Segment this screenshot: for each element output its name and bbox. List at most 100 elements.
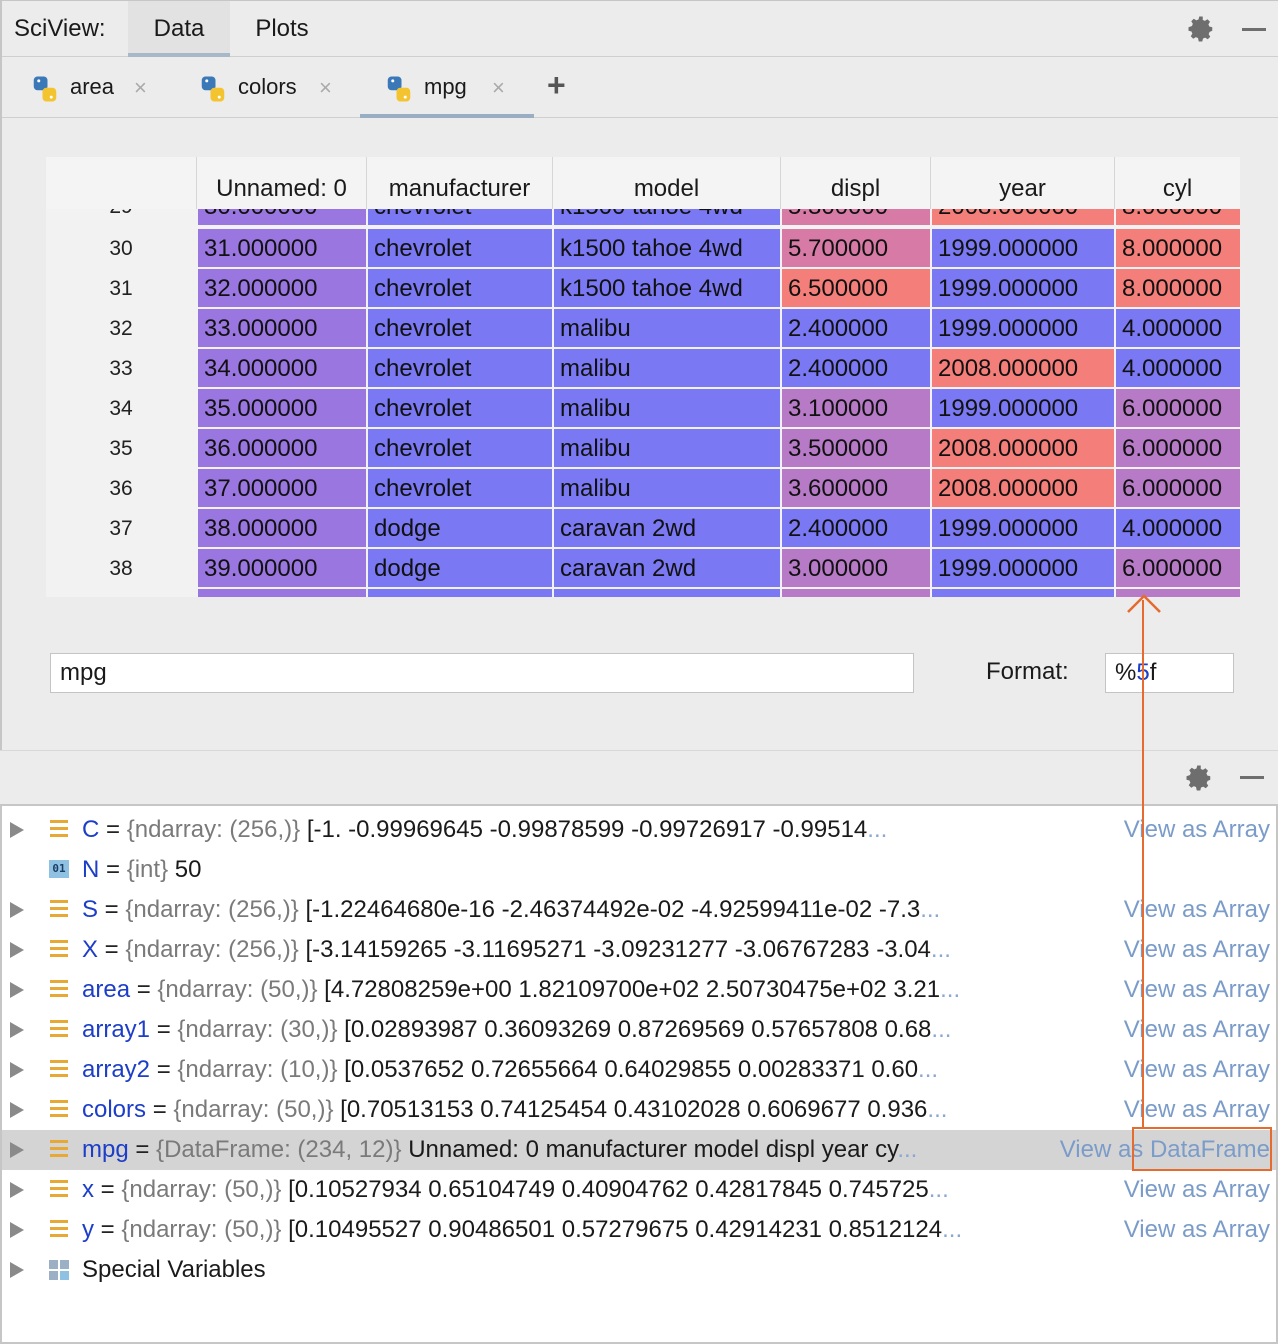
table-cell[interactable]: 5.700000 (780, 229, 930, 269)
expand-arrow-icon[interactable] (10, 1182, 24, 1198)
table-cell[interactable]: 5.300000 (780, 209, 930, 227)
file-tab-mpg[interactable]: mpg × (360, 58, 534, 118)
table-cell[interactable]: k1500 tahoe 4wd (552, 269, 780, 309)
table-cell[interactable]: 2008.000000 (930, 429, 1114, 469)
table-cell[interactable]: 4.000000 (1114, 509, 1240, 549)
file-tab-area[interactable]: area × (24, 58, 174, 118)
table-cell[interactable]: chevrolet (366, 309, 552, 349)
table-cell[interactable]: 31.000000 (196, 229, 366, 269)
tab-plots[interactable]: Plots (240, 1, 324, 57)
table-cell[interactable]: 1999.000000 (930, 309, 1114, 349)
expand-arrow-icon[interactable] (10, 1022, 24, 1038)
table-cell[interactable]: 2.400000 (780, 509, 930, 549)
table-cell[interactable]: dodge (366, 549, 552, 589)
table-cell[interactable]: k1500 tahoe 4wd (552, 229, 780, 269)
table-cell[interactable]: chevrolet (366, 349, 552, 389)
table-cell[interactable]: malibu (552, 469, 780, 509)
close-icon[interactable]: × (492, 75, 505, 100)
minimize-icon[interactable] (1242, 28, 1266, 31)
table-cell[interactable]: 8.000000 (1114, 269, 1240, 309)
table-cell[interactable]: 8.000000 (1114, 229, 1240, 269)
table-row[interactable]: 33 34.000000 chevrolet malibu 2.400000 2008.0… (46, 349, 1240, 389)
view-as-link[interactable]: View as Array (1123, 1056, 1270, 1083)
table-cell[interactable]: 4.000000 (1114, 349, 1240, 389)
table-cell[interactable]: 8.000000 (1114, 209, 1240, 227)
format-input[interactable]: %5f (1105, 653, 1234, 693)
table-cell[interactable]: malibu (552, 429, 780, 469)
table-cell[interactable]: 33.000000 (196, 309, 366, 349)
expand-arrow-icon[interactable] (10, 1222, 24, 1238)
table-cell[interactable]: 6.000000 (1114, 469, 1240, 509)
table-cell[interactable]: 38.000000 (196, 509, 366, 549)
table-cell[interactable]: 39.000000 (196, 549, 366, 589)
expand-arrow-icon[interactable] (10, 1262, 24, 1278)
table-cell[interactable]: 3.000000 (780, 549, 930, 589)
close-icon[interactable]: × (134, 75, 147, 100)
expand-arrow-icon[interactable] (10, 822, 24, 838)
table-cell[interactable]: caravan 2wd (552, 509, 780, 549)
table-row[interactable]: 31 32.000000 chevrolet k1500 tahoe 4wd 6.500… (46, 269, 1240, 309)
table-cell[interactable]: dodge (366, 509, 552, 549)
table-cell[interactable]: 6.000000 (1114, 549, 1240, 589)
dataframe-name-input[interactable]: mpg (50, 653, 914, 693)
table-cell[interactable]: malibu (552, 389, 780, 429)
table-cell[interactable]: chevrolet (366, 389, 552, 429)
table-row[interactable]: 37 38.000000 dodge caravan 2wd 2.400000 1999.… (46, 509, 1240, 549)
add-tab-icon[interactable]: + (547, 67, 566, 103)
table-cell[interactable]: 36.000000 (196, 429, 366, 469)
table-cell[interactable]: 6.000000 (1114, 429, 1240, 469)
table-cell[interactable]: 30.000000 (196, 209, 366, 227)
table-cell[interactable]: 6.500000 (780, 269, 930, 309)
gear-icon[interactable] (1184, 763, 1214, 793)
variable-row[interactable]: array1 = {ndarray: (30,)} [0.02893987 0.… (2, 1010, 1276, 1050)
table-cell[interactable]: chevrolet (366, 229, 552, 269)
table-cell[interactable]: 2008.000000 (930, 209, 1114, 227)
table-cell[interactable]: chevrolet (366, 429, 552, 469)
expand-arrow-icon[interactable] (10, 1062, 24, 1078)
table-cell[interactable]: 3.100000 (780, 389, 930, 429)
view-as-link[interactable]: View as Array (1123, 936, 1270, 963)
dataframe-table[interactable]: Unnamed: 0 manufacturer model displ year… (46, 157, 1240, 597)
variable-row[interactable]: mpg = {DataFrame: (234, 12)} Unnamed: 0 … (2, 1130, 1276, 1170)
table-cell[interactable]: 35.000000 (196, 389, 366, 429)
table-cell[interactable]: 1999.000000 (930, 509, 1114, 549)
table-cell[interactable]: 37.000000 (196, 469, 366, 509)
view-as-link[interactable]: View as Array (1123, 816, 1270, 843)
table-cell[interactable]: k1500 tahoe 4wd (552, 209, 780, 227)
gear-icon[interactable] (1186, 14, 1216, 44)
column-header[interactable]: manufacturer (366, 157, 552, 209)
column-header[interactable]: cyl (1114, 157, 1240, 209)
table-cell[interactable]: chevrolet (366, 269, 552, 309)
variable-row[interactable]: S = {ndarray: (256,)} [-1.22464680e-16 -… (2, 890, 1276, 930)
variable-row[interactable]: C = {ndarray: (256,)} [-1. -0.99969645 -… (2, 810, 1276, 850)
file-tab-colors[interactable]: colors × (192, 58, 352, 118)
table-cell[interactable]: 34.000000 (196, 349, 366, 389)
expand-arrow-icon[interactable] (10, 902, 24, 918)
minimize-icon[interactable] (1240, 776, 1264, 779)
table-cell[interactable]: 2.400000 (780, 309, 930, 349)
view-as-link[interactable]: View as Array (1123, 896, 1270, 923)
table-cell[interactable]: 2.400000 (780, 349, 930, 389)
table-cell[interactable]: 6.000000 (1114, 389, 1240, 429)
table-row[interactable]: 36 37.000000 chevrolet malibu 3.600000 2008.0… (46, 469, 1240, 509)
variable-row[interactable]: Special Variables (2, 1250, 1276, 1290)
view-as-link[interactable]: View as DataFrame (1059, 1136, 1270, 1163)
expand-arrow-icon[interactable] (10, 1142, 24, 1158)
table-cell[interactable]: caravan 2wd (552, 549, 780, 589)
table-cell[interactable]: 1999.000000 (930, 229, 1114, 269)
variable-row[interactable]: y = {ndarray: (50,)} [0.10495527 0.90486… (2, 1210, 1276, 1250)
table-cell[interactable]: 2008.000000 (930, 349, 1114, 389)
table-cell[interactable]: chevrolet (366, 209, 552, 227)
table-row[interactable]: 38 39.000000 dodge caravan 2wd 3.000000 1999.… (46, 549, 1240, 589)
table-cell[interactable]: 1999.000000 (930, 389, 1114, 429)
variable-row[interactable]: x = {ndarray: (50,)} [0.10527934 0.65104… (2, 1170, 1276, 1210)
table-cell[interactable]: 3.600000 (780, 469, 930, 509)
table-cell[interactable]: 32.000000 (196, 269, 366, 309)
variable-row[interactable]: colors = {ndarray: (50,)} [0.70513153 0.… (2, 1090, 1276, 1130)
view-as-link[interactable]: View as Array (1123, 1096, 1270, 1123)
column-header[interactable]: model (552, 157, 780, 209)
table-cell[interactable]: 3.500000 (780, 429, 930, 469)
view-as-link[interactable]: View as Array (1123, 1216, 1270, 1243)
table-row[interactable]: 30 31.000000 chevrolet k1500 tahoe 4wd 5.700… (46, 229, 1240, 269)
